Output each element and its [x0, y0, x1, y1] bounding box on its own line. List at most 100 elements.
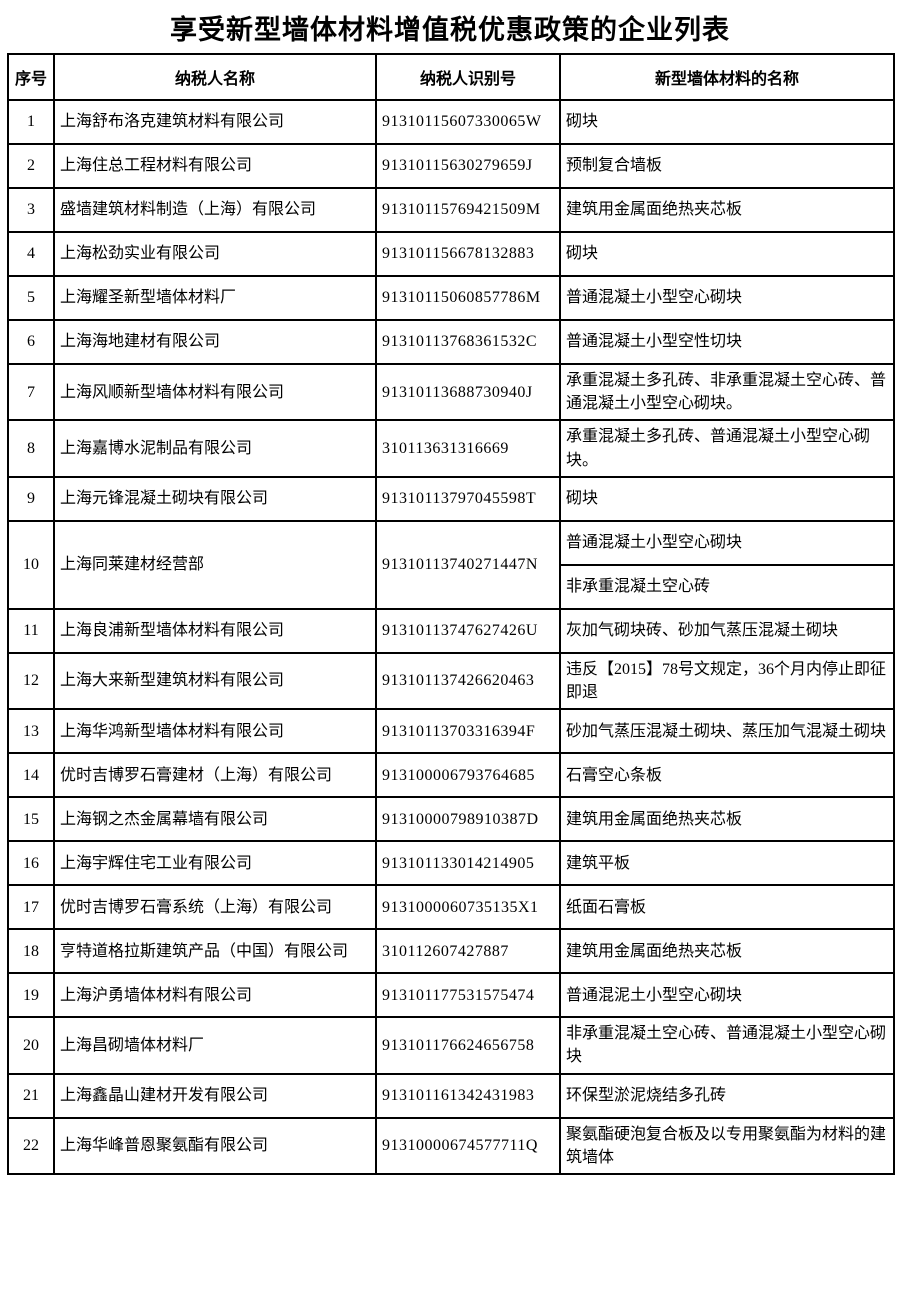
taxpayer-id-cell: 913101137426620463 [375, 651, 561, 711]
taxpayer-name-cell: 上海鑫晶山建材开发有限公司 [53, 1072, 377, 1119]
table-header: 序号 纳税人名称 纳税人识别号 新型墙体材料的名称 [7, 53, 895, 101]
material-cell: 砌块 [559, 475, 895, 522]
table-row-continued: 非承重混凝土空心砖 [8, 563, 895, 610]
table-row: 19 上海沪勇墙体材料有限公司 913101177531575474 普通混泥土小型空… [7, 972, 895, 1019]
table-row: 20 上海昌砌墙体材料厂 913101176624656758 非承重混凝土空心砖、普… [7, 1016, 895, 1075]
row-number-cell: 13 [7, 708, 55, 755]
table-row: 10 上海同莱建材经营部 91310113740271447N 普通混凝土小型空心砌块 [7, 519, 895, 610]
row-number-cell: 11 [7, 607, 55, 654]
taxpayer-name-cell: 上海大来新型建筑材料有限公司 [53, 651, 377, 711]
taxpayer-id-cell: 913101177531575474 [375, 972, 561, 1019]
material-cell: 预制复合墙板 [559, 143, 895, 189]
table-row: 15 上海钢之杰金属幕墙有限公司 91310000798910387D 建筑用金属面绝… [7, 796, 895, 843]
table-row: 18 亨特道格拉斯建筑产品（中国）有限公司 310112607427887 建筑用金属… [7, 928, 895, 975]
row-number-cell: 16 [7, 840, 55, 887]
row-number-cell: 17 [7, 884, 55, 931]
taxpayer-id-cell: 91310115607330065W [375, 99, 561, 145]
table-row: 16 上海宇辉住宅工业有限公司 913101133014214905 建筑平板 [7, 840, 895, 887]
taxpayer-name-cell: 上海华峰普恩聚氨酯有限公司 [53, 1116, 377, 1175]
material-cell: 石膏空心条板 [559, 752, 895, 799]
taxpayer-name-cell: 盛墙建筑材料制造（上海）有限公司 [53, 187, 377, 233]
table-body: 1 上海舒布洛克建筑材料有限公司 91310115607330065W 砌块 2 上海住总… [7, 99, 895, 1175]
taxpayer-name-cell: 上海沪勇墙体材料有限公司 [53, 972, 377, 1019]
taxpayer-name-cell: 上海风顺新型墙体材料有限公司 [53, 362, 377, 422]
material-cell: 建筑用金属面绝热夹芯板 [559, 796, 895, 843]
table-row: 7 上海风顺新型墙体材料有限公司 91310113688730940J 承重混凝土多孔… [7, 362, 895, 422]
row-number-cell: 12 [7, 651, 55, 711]
table-row: 1 上海舒布洛克建筑材料有限公司 91310115607330065W 砌块 [7, 99, 895, 145]
table-row: 11 上海良浦新型墙体材料有限公司 91310113747627426U 灰加气砌块砖… [7, 607, 895, 654]
table-row: 4 上海松劲实业有限公司 913101156678132883 砌块 [7, 231, 895, 277]
material-cell: 非承重混凝土空心砖 [559, 563, 895, 610]
row-number-cell: 2 [7, 143, 55, 189]
company-list-table: 序号 纳税人名称 纳税人识别号 新型墙体材料的名称 1 上海舒布洛克建筑材料有限公… [7, 53, 895, 1175]
material-cell: 纸面石膏板 [559, 884, 895, 931]
row-number-cell: 10 [7, 519, 55, 610]
taxpayer-id-cell: 91310115060857786M [375, 275, 561, 321]
table-row: 5 上海耀圣新型墙体材料厂 91310115060857786M 普通混凝土小型空心砌… [7, 275, 895, 321]
taxpayer-id-cell: 310112607427887 [375, 928, 561, 975]
material-cell: 聚氨酯硬泡复合板及以专用聚氨酯为材料的建筑墙体 [559, 1116, 895, 1175]
table-row: 2 上海住总工程材料有限公司 91310115630279659J 预制复合墙板 [7, 143, 895, 189]
row-number-cell: 14 [7, 752, 55, 799]
material-cell: 建筑平板 [559, 840, 895, 887]
taxpayer-id-cell: 913101133014214905 [375, 840, 561, 887]
material-cell: 普通混凝土小型空心砌块 [559, 275, 895, 321]
taxpayer-id-cell: 91310113768361532C [375, 319, 561, 365]
taxpayer-id-cell: 913100006793764685 [375, 752, 561, 799]
material-cell: 普通混泥土小型空心砌块 [559, 972, 895, 1019]
material-cell: 灰加气砌块砖、砂加气蒸压混凝土砌块 [559, 607, 895, 654]
material-cell: 承重混凝土多孔砖、非承重混凝土空心砖、普通混凝土小型空心砌块。 [559, 362, 895, 422]
row-number-cell: 7 [7, 362, 55, 422]
taxpayer-id-cell: 913101176624656758 [375, 1016, 561, 1075]
table-row: 6 上海海地建材有限公司 91310113768361532C 普通混凝土小型空性切块 [7, 319, 895, 365]
taxpayer-id-cell: 913101161342431983 [375, 1072, 561, 1119]
taxpayer-name-cell: 亨特道格拉斯建筑产品（中国）有限公司 [53, 928, 377, 975]
row-number-cell: 20 [7, 1016, 55, 1075]
taxpayer-name-cell: 上海舒布洛克建筑材料有限公司 [53, 99, 377, 145]
material-cell: 非承重混凝土空心砖、普通混凝土小型空心砌块 [559, 1016, 895, 1075]
row-number-cell: 6 [7, 319, 55, 365]
row-number-cell: 9 [7, 475, 55, 522]
row-number-cell: 5 [7, 275, 55, 321]
material-cell: 砌块 [559, 231, 895, 277]
row-number-cell: 21 [7, 1072, 55, 1119]
table-row: 12 上海大来新型建筑材料有限公司 913101137426620463 违反【201… [7, 651, 895, 711]
row-number-cell: 1 [7, 99, 55, 145]
taxpayer-name-cell: 上海钢之杰金属幕墙有限公司 [53, 796, 377, 843]
table-row: 8 上海嘉博水泥制品有限公司 310113631316669 承重混凝土多孔砖、普通混… [7, 419, 895, 478]
row-number-cell: 15 [7, 796, 55, 843]
material-cell: 砂加气蒸压混凝土砌块、蒸压加气混凝土砌块 [559, 708, 895, 755]
material-cell: 普通混凝土小型空心砌块 [559, 519, 895, 566]
material-cell: 建筑用金属面绝热夹芯板 [559, 928, 895, 975]
taxpayer-id-cell: 91310000798910387D [375, 796, 561, 843]
taxpayer-id-cell: 913101156678132883 [375, 231, 561, 277]
table-row: 3 盛墙建筑材料制造（上海）有限公司 91310115769421509M 建筑用金属… [7, 187, 895, 233]
taxpayer-name-cell: 优时吉博罗石膏系统（上海）有限公司 [53, 884, 377, 931]
header-material-name: 新型墙体材料的名称 [559, 53, 895, 101]
taxpayer-name-cell: 优时吉博罗石膏建材（上海）有限公司 [53, 752, 377, 799]
row-number-cell: 8 [7, 419, 55, 478]
taxpayer-id-cell: 91310000674577711Q [375, 1116, 561, 1175]
taxpayer-name-cell: 上海华鸿新型墙体材料有限公司 [53, 708, 377, 755]
taxpayer-name-cell: 上海嘉博水泥制品有限公司 [53, 419, 377, 478]
taxpayer-id-cell: 91310113688730940J [375, 362, 561, 422]
material-cell: 建筑用金属面绝热夹芯板 [559, 187, 895, 233]
taxpayer-id-cell: 91310113797045598T [375, 475, 561, 522]
taxpayer-name-cell: 上海海地建材有限公司 [53, 319, 377, 365]
taxpayer-name-cell: 上海住总工程材料有限公司 [53, 143, 377, 189]
material-cell: 环保型淤泥烧结多孔砖 [559, 1072, 895, 1119]
material-cell: 违反【2015】78号文规定，36个月内停止即征即退 [559, 651, 895, 711]
header-taxpayer-name: 纳税人名称 [53, 53, 377, 101]
table-row: 17 优时吉博罗石膏系统（上海）有限公司 9131000060735135X1 纸面石… [7, 884, 895, 931]
taxpayer-name-cell: 上海元锋混凝土砌块有限公司 [53, 475, 377, 522]
taxpayer-id-cell: 91310113747627426U [375, 607, 561, 654]
taxpayer-name-cell: 上海耀圣新型墙体材料厂 [53, 275, 377, 321]
taxpayer-name-cell: 上海同莱建材经营部 [53, 519, 377, 610]
page-title: 享受新型墙体材料增值税优惠政策的企业列表 [170, 15, 730, 45]
row-number-cell: 19 [7, 972, 55, 1019]
taxpayer-id-cell: 310113631316669 [375, 419, 561, 478]
taxpayer-id-cell: 91310113740271447N [375, 519, 561, 610]
taxpayer-id-cell: 91310115630279659J [375, 143, 561, 189]
